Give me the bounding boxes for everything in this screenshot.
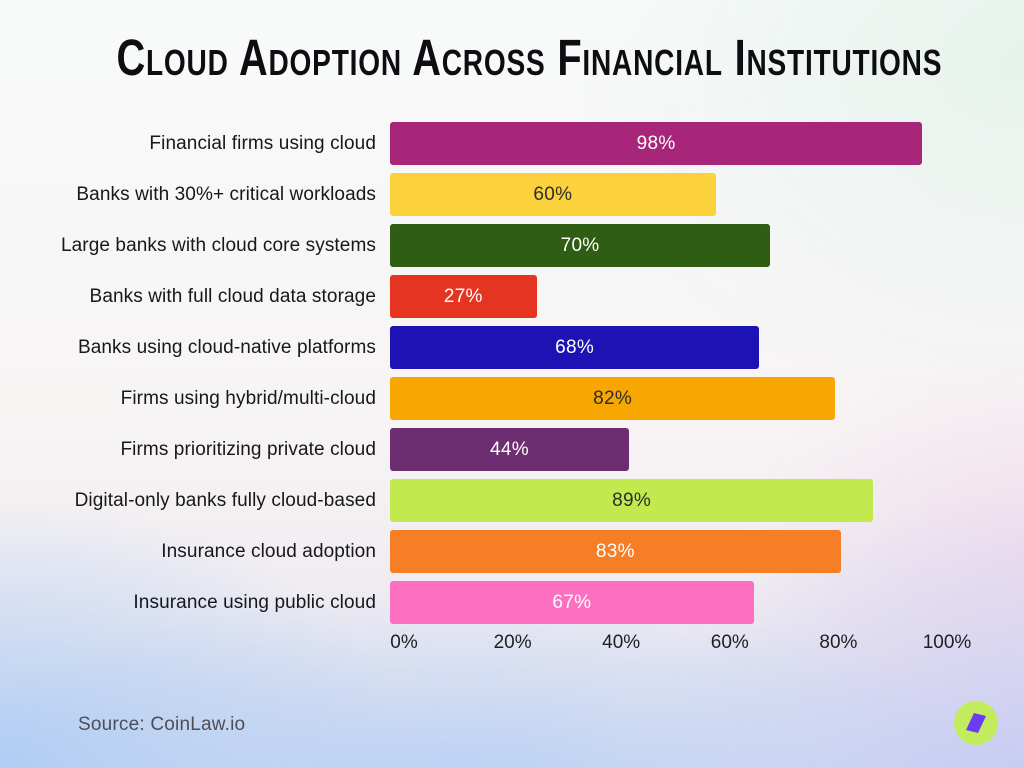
bar-zone: 44% xyxy=(390,428,933,471)
bar-value-label: 83% xyxy=(595,540,635,562)
bar: 82% xyxy=(390,377,836,420)
bar-value-label: 89% xyxy=(612,489,652,511)
bar-zone: 60% xyxy=(390,173,933,216)
bar-value-label: 27% xyxy=(443,285,483,307)
bar-value-label: 98% xyxy=(636,132,676,154)
bar-value-label: 67% xyxy=(552,591,592,613)
bar-value-label: 60% xyxy=(533,183,573,205)
category-label: Insurance using public cloud xyxy=(133,591,376,613)
category-label: Firms prioritizing private cloud xyxy=(120,438,376,460)
bar-value-label: 82% xyxy=(593,387,633,409)
category-label: Firms using hybrid/multi-cloud xyxy=(120,387,376,409)
bar-zone: 82% xyxy=(390,377,933,420)
chart-row: Banks with full cloud data storage 27% xyxy=(0,275,1024,318)
bar: 70% xyxy=(390,224,771,267)
bar-zone: 67% xyxy=(390,581,933,624)
bar: 44% xyxy=(390,428,629,471)
x-axis-tick: 60% xyxy=(710,632,749,653)
bar-value-label: 68% xyxy=(555,336,595,358)
category-label: Insurance cloud adoption xyxy=(161,540,376,562)
bar-zone: 83% xyxy=(390,530,933,573)
chart-row: Banks using cloud-native platforms 68% xyxy=(0,326,1024,369)
bar: 67% xyxy=(390,581,754,624)
x-axis-tick: 20% xyxy=(493,632,532,653)
bar: 27% xyxy=(390,275,537,318)
bar: 68% xyxy=(390,326,760,369)
x-axis-tick: 100% xyxy=(922,632,972,653)
chart-row: Banks with 30%+ critical workloads 60% xyxy=(0,173,1024,216)
x-axis-tick: 80% xyxy=(819,632,858,653)
bar: 98% xyxy=(390,122,923,165)
bar: 60% xyxy=(390,173,716,216)
chart-row: Firms prioritizing private cloud 44% xyxy=(0,428,1024,471)
bar: 89% xyxy=(390,479,874,522)
chart-title: Cloud Adoption Across Financial Institut… xyxy=(116,29,943,86)
category-label: Financial firms using cloud xyxy=(149,132,376,154)
chart-row: Insurance cloud adoption 83% xyxy=(0,530,1024,573)
x-axis-tick: 0% xyxy=(390,632,418,653)
bar-chart: Financial firms using cloud 98% Banks with… xyxy=(0,122,1024,632)
bar-value-label: 70% xyxy=(560,234,600,256)
bar-zone: 27% xyxy=(390,275,933,318)
x-axis-tick: 40% xyxy=(602,632,641,653)
bar-value-label: 44% xyxy=(489,438,529,460)
bar-zone: 89% xyxy=(390,479,933,522)
chart-row: Firms using hybrid/multi-cloud 82% xyxy=(0,377,1024,420)
bar: 83% xyxy=(390,530,841,573)
category-label: Banks with full cloud data storage xyxy=(89,285,376,307)
bar-zone: 98% xyxy=(390,122,933,165)
chart-row: Financial firms using cloud 98% xyxy=(0,122,1024,165)
bar-zone: 70% xyxy=(390,224,933,267)
category-label: Banks using cloud-native platforms xyxy=(77,336,376,358)
source-credit: Source: CoinLaw.io xyxy=(78,714,246,735)
category-label: Large banks with cloud core systems xyxy=(60,234,376,256)
chart-row: Large banks with cloud core systems 70% xyxy=(0,224,1024,267)
bar-zone: 68% xyxy=(390,326,933,369)
category-label: Digital-only banks fully cloud-based xyxy=(74,489,376,511)
compass-leaf-icon xyxy=(954,701,998,745)
category-label: Banks with 30%+ critical workloads xyxy=(76,183,376,205)
coinlaw-logo xyxy=(944,691,1008,755)
title-wrap: Cloud Adoption Across Financial Institut… xyxy=(0,28,1024,87)
x-axis: 0% 20% 40% 60% 80% 100% xyxy=(390,632,971,656)
chart-row: Insurance using public cloud 67% xyxy=(0,581,1024,624)
chart-row: Digital-only banks fully cloud-based 89% xyxy=(0,479,1024,522)
